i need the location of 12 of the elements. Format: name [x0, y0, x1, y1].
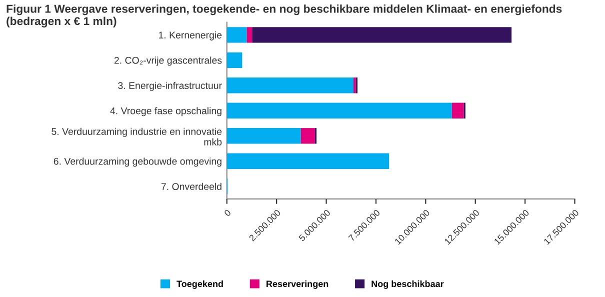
legend-label: Toegekend	[176, 280, 223, 289]
x-tick-label: 0	[224, 209, 232, 217]
y-tick-label: 2. CO₂-vrije gascentrales	[114, 56, 222, 66]
y-tick-label: 5. Verduurzaming industrie en innovatie mkb	[52, 128, 222, 146]
chart-title: Figuur 1 Weergave reserveringen, toegekende- en nog beschikbare middelen Klimaat- en energiefonds (bedragen x € 1 mln)	[6, 4, 562, 28]
legend-label: Nog beschikbaar	[372, 280, 444, 289]
y-tick-label: 7. Onverdeeld	[161, 182, 222, 190]
y-tick-label: 4. Vroege fase opschaling	[110, 107, 222, 116]
y-tick-label: 6. Verduurzaming gebouwde omgeving	[54, 158, 222, 167]
y-tick-label: 1. Kernenergie	[158, 31, 222, 40]
legend-label: Reserveringen	[266, 280, 328, 289]
y-tick-label: 3. Energie-infrastructuur	[118, 82, 222, 91]
